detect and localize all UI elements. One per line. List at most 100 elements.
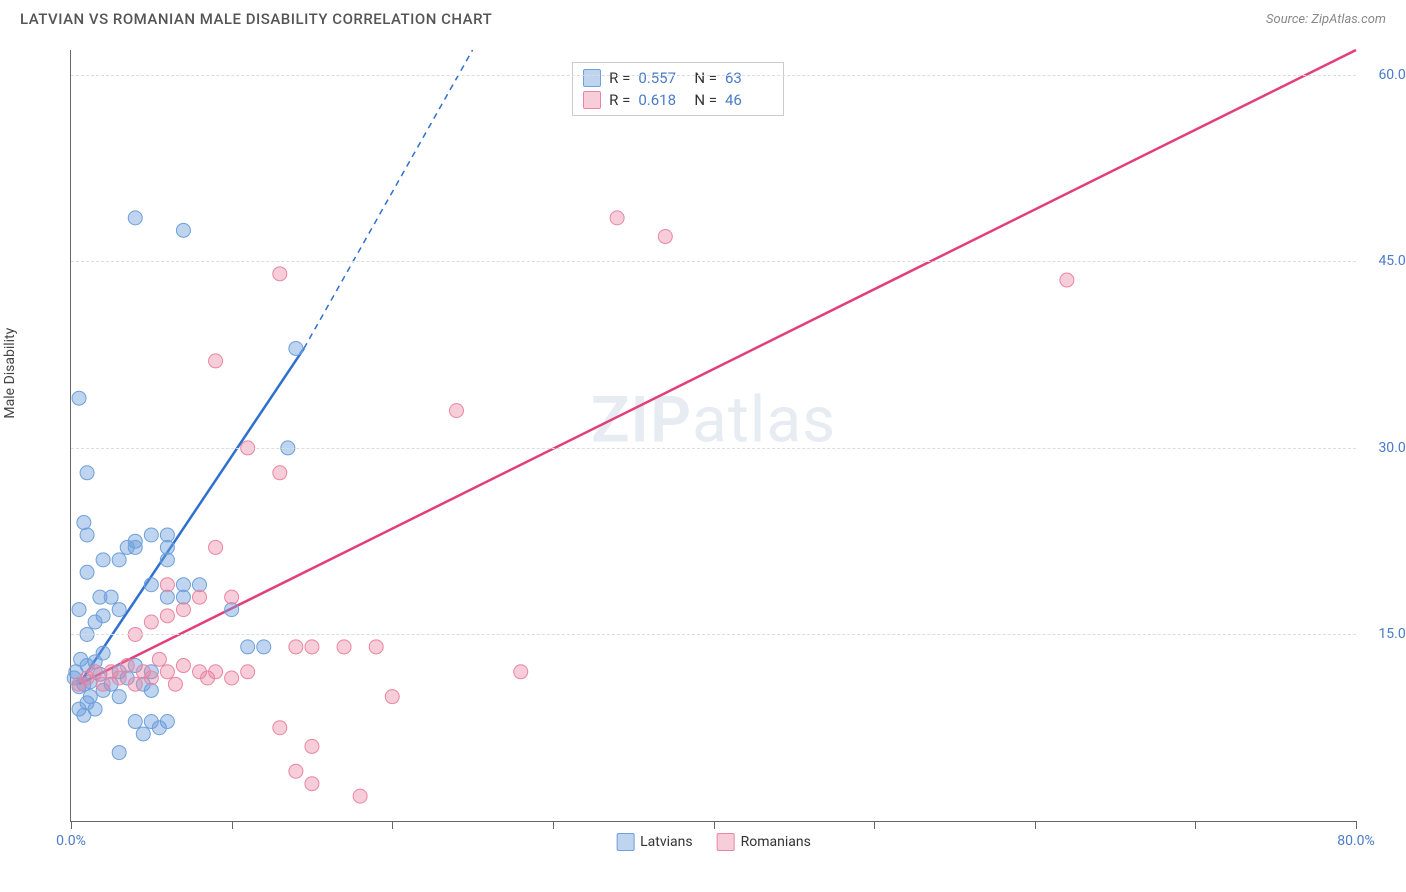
r-label: R = [609, 91, 630, 109]
point-romanians [353, 789, 367, 803]
chart-container: Male Disability ZIPatlas R = 0.557 N = 6… [20, 40, 1386, 872]
point-latvians [160, 528, 174, 542]
swatch-romanians [583, 91, 601, 109]
legend-stats-row-latvians: R = 0.557 N = 63 [583, 67, 773, 89]
r-value-latvians: 0.557 [638, 69, 686, 87]
point-latvians [241, 640, 255, 654]
point-romanians [337, 640, 351, 654]
point-latvians [96, 646, 110, 660]
legend-stats-row-romanians: R = 0.618 N = 46 [583, 89, 773, 111]
gridline [71, 448, 1356, 449]
point-romanians [369, 640, 383, 654]
point-romanians [305, 640, 319, 654]
point-romanians [209, 354, 223, 368]
x-tick [874, 821, 875, 829]
point-latvians [96, 609, 110, 623]
swatch-latvians-bottom [616, 833, 634, 851]
point-latvians [128, 534, 142, 548]
point-romanians [1060, 273, 1074, 287]
x-tick [1356, 821, 1357, 829]
plot-area: ZIPatlas R = 0.557 N = 63 R = 0.618 N = … [70, 50, 1356, 822]
swatch-romanians-bottom [717, 833, 735, 851]
point-latvians [176, 578, 190, 592]
point-romanians [144, 615, 158, 629]
point-romanians [160, 665, 174, 679]
point-romanians [152, 652, 166, 666]
point-latvians [112, 690, 126, 704]
legend-label-latvians: Latvians [640, 834, 693, 850]
point-latvians [88, 702, 102, 716]
x-tick [232, 821, 233, 829]
point-romanians [96, 677, 110, 691]
point-latvians [289, 341, 303, 355]
point-latvians [136, 727, 150, 741]
trendline-latvians-dash [304, 50, 473, 348]
point-romanians [225, 671, 239, 685]
point-latvians [144, 578, 158, 592]
point-latvians [72, 603, 86, 617]
point-latvians [193, 578, 207, 592]
point-romanians [273, 466, 287, 480]
legend-item-latvians: Latvians [616, 833, 693, 851]
point-romanians [289, 764, 303, 778]
point-romanians [209, 665, 223, 679]
point-romanians [289, 640, 303, 654]
point-romanians [176, 659, 190, 673]
point-romanians [160, 609, 174, 623]
x-tick [1195, 821, 1196, 829]
swatch-latvians [583, 69, 601, 87]
point-latvians [160, 590, 174, 604]
point-romanians [112, 671, 126, 685]
point-latvians [80, 528, 94, 542]
point-latvians [128, 211, 142, 225]
point-latvians [80, 466, 94, 480]
point-latvians [112, 603, 126, 617]
legend-item-romanians: Romanians [717, 833, 811, 851]
r-value-romanians: 0.618 [638, 91, 686, 109]
x-tick-label: 0.0% [56, 833, 86, 849]
point-romanians [176, 603, 190, 617]
point-romanians [241, 665, 255, 679]
point-romanians [193, 590, 207, 604]
point-latvians [128, 715, 142, 729]
point-romanians [144, 671, 158, 685]
x-tick [553, 821, 554, 829]
point-romanians [88, 665, 102, 679]
legend-series: Latvians Romanians [616, 833, 811, 851]
point-latvians [176, 223, 190, 237]
x-tick [1035, 821, 1036, 829]
legend-stats: R = 0.557 N = 63 R = 0.618 N = 46 [572, 62, 784, 116]
point-romanians [305, 777, 319, 791]
chart-title: LATVIAN VS ROMANIAN MALE DISABILITY CORR… [20, 10, 492, 28]
point-romanians [160, 578, 174, 592]
trendline-romanians [79, 50, 1356, 684]
point-romanians [305, 739, 319, 753]
gridline [71, 75, 1356, 76]
n-label: N = [694, 91, 717, 109]
x-tick-label: 80.0% [1337, 833, 1375, 849]
point-romanians [514, 665, 528, 679]
point-romanians [128, 677, 142, 691]
x-tick [392, 821, 393, 829]
point-romanians [610, 211, 624, 225]
point-latvians [144, 683, 158, 697]
point-latvians [160, 553, 174, 567]
point-romanians [209, 540, 223, 554]
point-romanians [273, 267, 287, 281]
point-latvians [80, 565, 94, 579]
y-tick-label: 45.0% [1378, 253, 1406, 269]
point-romanians [225, 590, 239, 604]
n-value-latvians: 63 [725, 69, 773, 87]
point-romanians [120, 659, 134, 673]
legend-label-romanians: Romanians [741, 834, 811, 850]
point-romanians [450, 404, 464, 418]
gridline [71, 261, 1356, 262]
point-latvians [104, 590, 118, 604]
point-latvians [74, 652, 88, 666]
point-latvians [225, 603, 239, 617]
scatter-svg [71, 50, 1356, 821]
y-axis-label: Male Disability [2, 328, 18, 419]
point-romanians [168, 677, 182, 691]
y-tick-label: 60.0% [1378, 67, 1406, 83]
y-tick-label: 15.0% [1378, 626, 1406, 642]
